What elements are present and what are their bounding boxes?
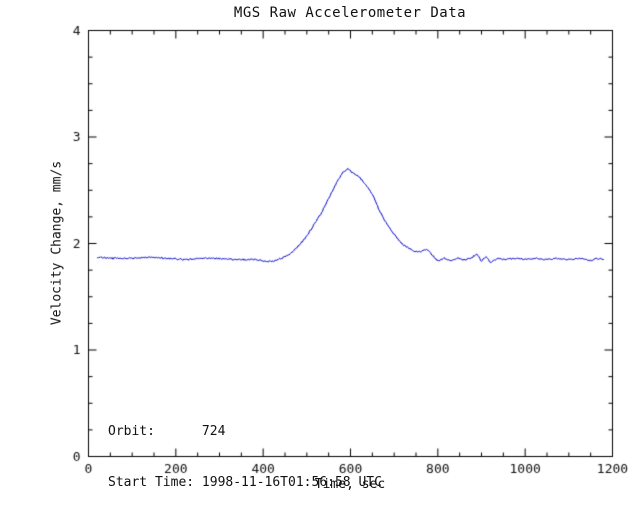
y-axis-label: Velocity Change, mm/s <box>49 160 65 326</box>
orbit-annotation: Orbit: 724 <box>108 424 226 439</box>
x-axis-label: Time, sec <box>314 477 386 492</box>
start-time-annotation: Start Time: 1998-11-16T01:56:58 UTC <box>108 475 382 490</box>
chart-title: MGS Raw Accelerometer Data <box>233 5 467 21</box>
annotation-block: Orbit: 724 Start Time: 1998-11-16T01:56:… <box>108 389 382 512</box>
